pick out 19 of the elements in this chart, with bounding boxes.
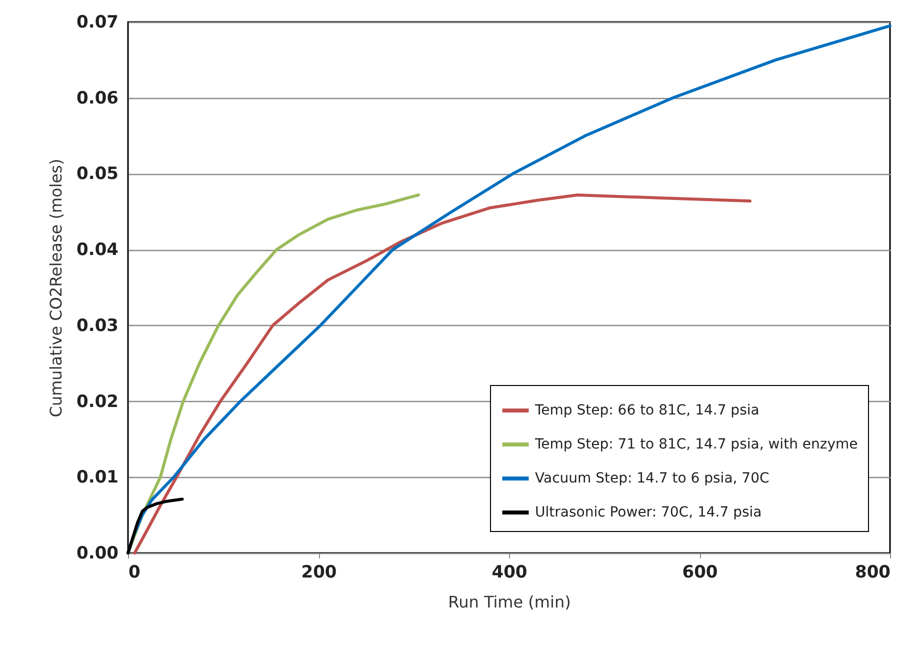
x-tick-label: 200: [301, 562, 337, 582]
y-tick-label: 0.00: [76, 544, 119, 564]
x-tick-label: 800: [855, 562, 891, 582]
y-tick-label: 0.03: [76, 316, 118, 336]
y-tick-label: 0.02: [76, 392, 118, 412]
x-tick-label: 400: [492, 562, 528, 582]
y-tick-label: 0.01: [76, 468, 118, 488]
x-tick-label: 600: [682, 562, 718, 582]
y-axis-title: Cumulative CO2Release (moles): [46, 158, 66, 418]
x-tick-label: 0: [128, 562, 140, 582]
legend-label: Temp Step: 71 to 81C, 14.7 psia, with enzyme: [534, 436, 858, 452]
y-tick-label: 0.07: [76, 12, 118, 32]
legend-label: Vacuum Step: 14.7 to 6 psia, 70C: [535, 470, 770, 486]
y-tick-label: 0.05: [76, 164, 118, 184]
legend-label: Temp Step: 66 to 81C, 14.7 psia: [534, 402, 760, 418]
y-tick-label: 0.06: [76, 88, 118, 108]
x-axis-title: Run Time (min): [448, 592, 571, 612]
y-tick-label: 0.04: [76, 240, 119, 260]
legend-label: Ultrasonic Power: 70C, 14.7 psia: [535, 504, 762, 520]
